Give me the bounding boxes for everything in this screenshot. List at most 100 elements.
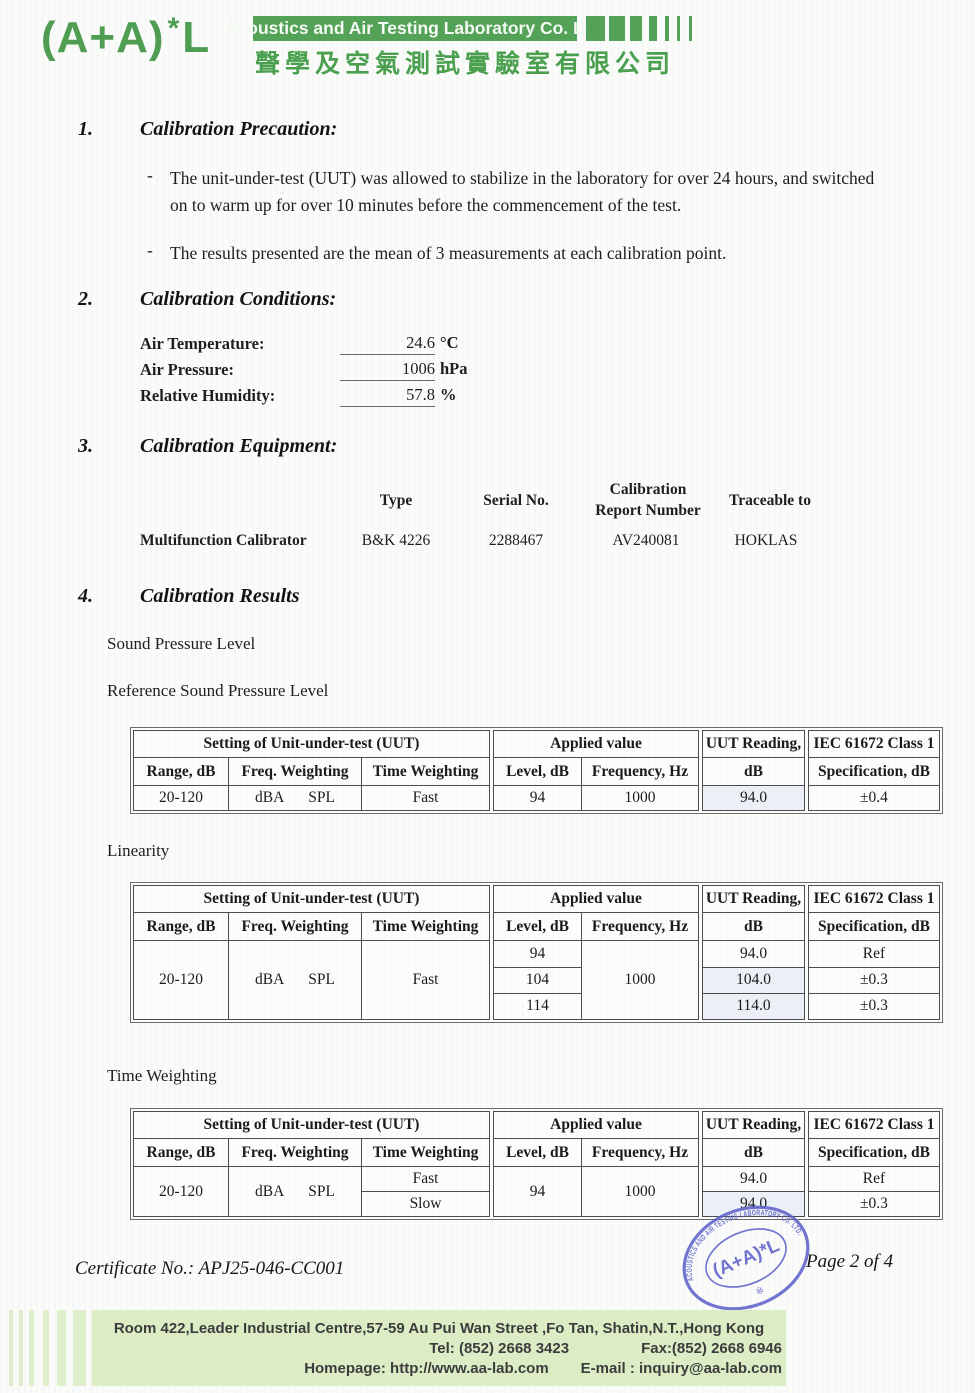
freq-weighting-header: Freq. Weighting — [228, 757, 362, 786]
section-2-title: Calibration Conditions: — [140, 288, 337, 310]
barcode-bar — [586, 16, 605, 41]
freq-weighting-value: dBA — [254, 1182, 285, 1200]
equipment-traceable-value: HOKLAS — [734, 532, 798, 549]
logo-paren: (A+A) — [41, 13, 165, 62]
uut-reading-header-line1: UUT Reading, — [702, 884, 805, 914]
freq-weighting-header: Freq. Weighting — [228, 912, 362, 941]
company-name-zh: 聲學及空氣測試實驗室有限公司 — [255, 50, 676, 78]
air-temperature-unit: °C — [440, 333, 459, 352]
precaution-bullet-2: The results presented are the mean of 3 … — [170, 243, 727, 263]
uut-reading-subtable: UUT Reading, dB 94.0 94.0 — [702, 1111, 805, 1217]
frequency-value: 1000 — [581, 785, 699, 811]
barcode-bar — [609, 16, 625, 41]
section-2-number: 2. — [78, 288, 93, 310]
uut-reading-slow: 94.0 — [702, 1191, 805, 1217]
footer-address-block: Room 422,Leader Industrial Centre,57-59 … — [92, 1310, 786, 1386]
frequency-value: 1000 — [581, 1166, 699, 1217]
relative-humidity-label: Relative Humidity: — [140, 386, 276, 405]
range-value: 20-120 — [133, 785, 229, 811]
time-weighting-table: Setting of Unit-under-test (UUT) Range, … — [130, 1108, 943, 1220]
iec-header-line1: IEC 61672 Class 1 — [808, 884, 940, 914]
air-temperature-value: 24.6 — [340, 333, 435, 355]
section-1-title: Calibration Precaution: — [140, 118, 338, 140]
equipment-col-type: Type — [379, 492, 413, 509]
level-value-104: 104 — [493, 966, 582, 994]
section-4-number: 4. — [78, 585, 93, 607]
barcode-bar — [29, 1310, 34, 1386]
range-header: Range, dB — [133, 757, 229, 786]
section-3-number: 3. — [78, 435, 93, 457]
barcode-bar — [9, 1310, 13, 1386]
equipment-name: Multifunction Calibrator — [140, 532, 307, 549]
time-weighting-header: Time Weighting — [361, 757, 490, 786]
frequency-header: Frequency, Hz — [581, 1138, 699, 1167]
uut-reading-header-line2: dB — [702, 912, 805, 942]
company-stamp-icon: ACOUSTICS AND AIR TESTING LABORATORY CO.… — [653, 1173, 840, 1343]
section-1-number: 1. — [78, 118, 93, 140]
equipment-col-report-line2: Report Number — [595, 502, 701, 519]
time-weighting-slow: Slow — [361, 1191, 490, 1217]
table-caption-time-weighting: Time Weighting — [107, 1066, 217, 1085]
bullet-dash: - — [147, 165, 153, 185]
iec-spec-subtable: IEC 61672 Class 1 Specification, dB Ref … — [808, 1111, 940, 1217]
subheading-sound-pressure-level: Sound Pressure Level — [107, 634, 256, 653]
range-value: 20-120 — [133, 1166, 229, 1217]
section-4-title: Calibration Results — [140, 585, 300, 607]
setting-subtable: Setting of Unit-under-test (UUT) Range, … — [133, 730, 490, 811]
equipment-type-value: B&K 4226 — [361, 532, 431, 549]
barcode-bar — [649, 16, 657, 41]
barcode-bar — [19, 1310, 23, 1386]
equipment-col-traceable: Traceable to — [729, 492, 811, 509]
time-weighting-value: Fast — [361, 940, 490, 1020]
setting-group-header: Setting of Unit-under-test (UUT) — [133, 1111, 490, 1139]
uut-reading-value-94: 94.0 — [702, 940, 805, 968]
air-temperature-label: Air Temperature: — [140, 334, 265, 353]
level-value-114: 114 — [493, 992, 582, 1021]
iec-spec-ref: Ref — [808, 1166, 940, 1192]
freq-weighting-header: Freq. Weighting — [228, 1138, 362, 1167]
frequency-value: 1000 — [581, 940, 699, 1020]
precaution-bullet-1: The unit-under-test (UUT) was allowed to… — [170, 168, 875, 215]
company-name-en: Acoustics and Air Testing Laboratory Co.… — [224, 18, 606, 38]
equipment-col-serial: Serial No. — [483, 492, 549, 509]
level-header: Level, dB — [493, 912, 582, 942]
uut-reading-subtable: UUT Reading, dB 94.0 104.0 114.0 — [702, 884, 805, 1021]
iec-header-line1: IEC 61672 Class 1 — [808, 1111, 940, 1139]
uut-reading-header-line2: dB — [702, 757, 805, 786]
level-header: Level, dB — [493, 757, 582, 786]
equipment-col-report-line1: Calibration — [609, 481, 687, 498]
relative-humidity-unit: % — [440, 385, 457, 404]
section-3-title: Calibration Equipment: — [140, 435, 338, 457]
range-value: 20-120 — [133, 940, 229, 1020]
time-weighting-header: Time Weighting — [361, 1138, 490, 1167]
freq-weighting-value: dBA — [254, 789, 285, 806]
iec-spec-ref: Ref — [808, 940, 940, 968]
iec-spec-104: ±0.3 — [808, 966, 940, 994]
table-caption-linearity: Linearity — [107, 841, 170, 860]
reference-spl-table: Setting of Unit-under-test (UUT) Range, … — [130, 727, 943, 814]
time-weighting-value: Fast — [361, 785, 490, 811]
table-caption-reference-spl: Reference Sound Pressure Level — [107, 681, 329, 700]
frequency-header: Frequency, Hz — [581, 912, 699, 942]
footer-tel: Tel: (852) 2668 3423 — [429, 1339, 570, 1357]
bullet-dash: - — [147, 240, 153, 260]
frequency-header: Frequency, Hz — [581, 757, 699, 786]
iec-header-line2: Specification, dB — [808, 757, 940, 786]
level-header: Level, dB — [493, 1138, 582, 1167]
relative-humidity-value: 57.8 — [340, 385, 435, 407]
iec-header-line2: Specification, dB — [808, 912, 940, 942]
range-header: Range, dB — [133, 1138, 229, 1167]
applied-group-header: Applied value — [493, 730, 699, 758]
applied-group-header: Applied value — [493, 1111, 699, 1139]
page-number: Page 2 of 4 — [806, 1251, 894, 1272]
level-value: 94 — [493, 785, 582, 811]
iec-header-line2: Specification, dB — [808, 1138, 940, 1167]
setting-group-header: Setting of Unit-under-test (UUT) — [133, 730, 490, 758]
air-pressure-label: Air Pressure: — [140, 360, 234, 379]
level-value: 94 — [493, 1166, 582, 1217]
logo-barcode-icon — [586, 16, 692, 41]
applied-subtable: Applied value Level, dB Frequency, Hz 94… — [493, 884, 699, 1021]
footer-email: E-mail : inquiry@aa-lab.com — [580, 1359, 782, 1377]
uut-reading-subtable: UUT Reading, dB 94.0 — [702, 730, 805, 811]
